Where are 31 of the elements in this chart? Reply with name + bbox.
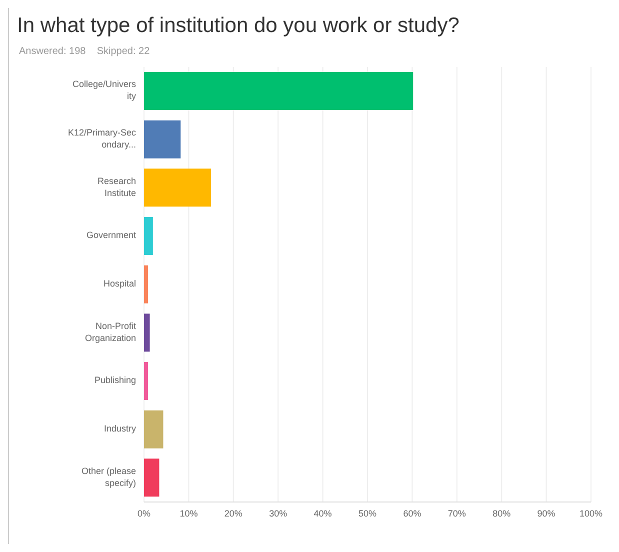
x-tick-label: 60%: [403, 508, 422, 518]
x-tick-label: 10%: [180, 508, 198, 518]
x-tick-label: 80%: [492, 508, 511, 518]
bar: [144, 120, 181, 158]
x-tick-label: 90%: [537, 508, 556, 518]
x-tick-label: 70%: [448, 508, 466, 518]
y-tick-label: Government: [86, 230, 136, 241]
bar: [144, 265, 148, 304]
y-tick-label: College/University: [72, 80, 136, 102]
bar: [144, 362, 148, 400]
x-tick-label: 0%: [137, 508, 151, 518]
bar: [144, 72, 414, 110]
chart-subtitle: Answered: 198 Skipped: 22: [18, 45, 151, 57]
x-tick-label: 50%: [358, 508, 377, 518]
y-tick-label: Publishing: [94, 376, 136, 386]
x-tick-label: 20%: [224, 508, 242, 518]
bar: [144, 217, 153, 255]
x-tick-label: 40%: [314, 508, 332, 518]
bar: [144, 458, 160, 497]
bar: [144, 168, 212, 207]
y-tick-label: K12/Primary-Secondary...: [68, 128, 136, 150]
y-tick-label: Hospital: [103, 278, 136, 289]
y-tick-label: Research Institute: [97, 176, 136, 198]
bar: [144, 410, 164, 448]
chart-title: In what type of institution do you work or study?: [16, 13, 460, 38]
bar: [144, 314, 150, 352]
y-tick-label: Non-Profit Organization: [84, 321, 136, 344]
x-tick-label: 100%: [579, 508, 603, 518]
y-tick-label: Industry: [104, 424, 136, 434]
x-tick-label: 30%: [269, 508, 288, 518]
y-tick-label: Other (please specify): [81, 466, 136, 488]
